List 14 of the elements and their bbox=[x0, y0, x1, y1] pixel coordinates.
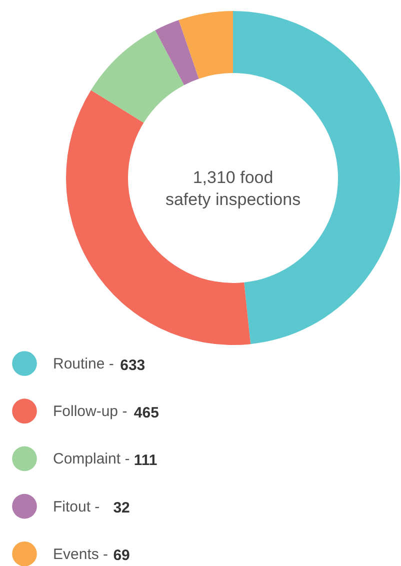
legend-label: Follow-up - bbox=[53, 403, 128, 420]
legend-label: Routine - bbox=[53, 356, 114, 372]
legend-label: Complaint - bbox=[53, 450, 130, 468]
donut-slice bbox=[155, 20, 199, 86]
donut-slice bbox=[178, 11, 233, 79]
legend-label: Fitout - bbox=[53, 498, 100, 516]
data-label: 69 bbox=[113, 547, 130, 564]
legend-label: Events - bbox=[53, 546, 108, 563]
data-label: 633 bbox=[120, 357, 146, 374]
data-label: 111 bbox=[134, 452, 158, 469]
text: 1,310 food safety inspections bbox=[165, 168, 301, 209]
data-label: 32 bbox=[113, 500, 130, 516]
data-label: 465 bbox=[134, 404, 159, 422]
donut-slice bbox=[90, 30, 184, 123]
